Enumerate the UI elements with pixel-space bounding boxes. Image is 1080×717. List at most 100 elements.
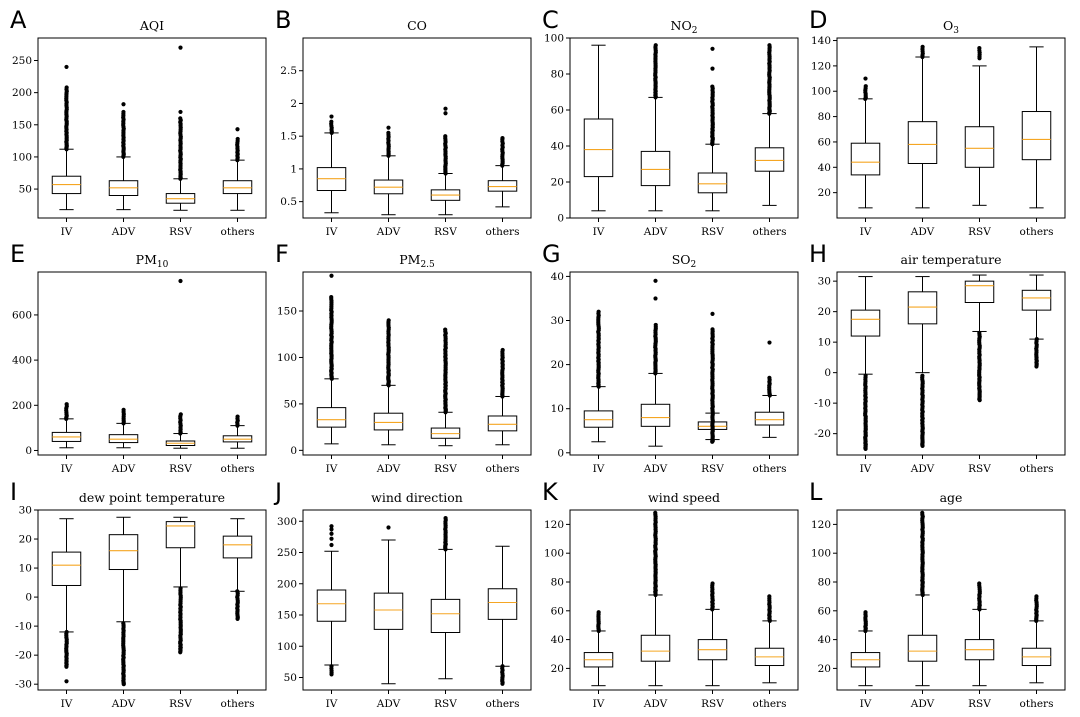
y-tick-label: 300 (277, 516, 297, 528)
outlier-point (443, 134, 448, 139)
y-tick-label: 40 (818, 162, 831, 174)
box-others: others (753, 340, 786, 475)
box-iv: IV (583, 610, 614, 710)
panel-title-main: NO (671, 18, 692, 33)
y-tick-label: 40 (818, 634, 831, 646)
panel-letter: C (542, 6, 559, 34)
x-tick-label: IV (593, 698, 605, 710)
y-tick-label: 200 (12, 87, 32, 99)
x-tick-label: ADV (910, 226, 935, 238)
x-tick-label: RSV (968, 463, 991, 475)
panel-f: F PM2.5 0 50 100 150 IV ADV RSV others (275, 240, 532, 475)
plot-frame (836, 509, 1066, 691)
box-rsv: RSV (697, 311, 728, 475)
outlier-point (863, 84, 868, 89)
iqr-box (316, 589, 347, 622)
x-tick-label: others (486, 698, 520, 710)
outlier-point (64, 64, 69, 70)
box-rsv: RSV (430, 106, 461, 238)
y-tick-label: 40 (551, 634, 564, 646)
y-tick-label: 140 (811, 35, 831, 47)
outlier-point (121, 109, 126, 115)
outlier-point (767, 340, 772, 345)
box-rsv: RSV (964, 581, 995, 710)
y-tick-label: 0 (557, 447, 564, 459)
iqr-box (583, 410, 614, 428)
iqr-box (51, 551, 82, 586)
iqr-box (754, 411, 785, 426)
iqr-box (108, 434, 139, 444)
iqr-box (640, 150, 671, 187)
x-tick-label: ADV (376, 698, 401, 710)
y-tick-label: 600 (12, 309, 32, 321)
outlier-point (64, 629, 69, 635)
outlier-point (443, 327, 448, 332)
iqr-box (754, 147, 785, 172)
y-tick-label: 30 (818, 276, 831, 288)
y-tick-label: 100 (811, 86, 831, 98)
y-tick-label: 250 (12, 55, 32, 67)
panel-title-subscript: 2 (692, 26, 698, 36)
panel-letter: A (10, 6, 27, 34)
y-tick-label: 0 (25, 445, 32, 457)
box-adv: ADV (907, 510, 938, 710)
y-tick-label: 20 (551, 177, 564, 189)
iqr-box (373, 592, 404, 630)
panel-title: CO (407, 18, 427, 33)
outlier-point (500, 347, 505, 353)
box-rsv: RSV (964, 46, 995, 238)
y-tick-label: 0 (557, 213, 564, 225)
iqr-box (907, 121, 938, 164)
x-tick-label: others (221, 463, 255, 475)
outlier-point (710, 327, 715, 332)
plot-frame (302, 37, 532, 219)
box-rsv: RSV (697, 46, 728, 238)
outlier-point (767, 375, 772, 380)
x-tick-label: IV (860, 226, 872, 238)
outlier-point (64, 85, 69, 90)
plot-frame (569, 271, 799, 456)
box-rsv: RSV (964, 274, 995, 475)
x-tick-label: ADV (111, 226, 136, 238)
box-adv: ADV (640, 43, 671, 238)
outlier-point (920, 44, 925, 49)
outlier-point (767, 43, 772, 48)
outlier-point (329, 273, 334, 278)
iqr-box (487, 588, 518, 620)
y-tick-label: 60 (551, 105, 564, 117)
box-others: others (753, 43, 786, 238)
y-tick-label: 80 (818, 111, 831, 123)
panel-title: air temperature (901, 252, 1002, 267)
panel-letter: D (809, 6, 827, 34)
y-tick-label: 120 (811, 519, 831, 531)
y-tick-label: -20 (814, 428, 831, 440)
y-tick-label: 150 (277, 610, 297, 622)
outlier-point (329, 664, 334, 669)
box-adv: ADV (108, 516, 139, 710)
plot-frame (836, 271, 1066, 456)
outlier-point (235, 136, 240, 142)
x-tick-label: IV (326, 698, 338, 710)
y-tick-label: 80 (551, 577, 564, 589)
x-tick-label: ADV (376, 226, 401, 238)
y-tick-label: 100 (277, 641, 297, 653)
box-adv: ADV (108, 102, 139, 238)
panel-title: age (940, 490, 963, 505)
outlier-point (653, 278, 658, 283)
box-adv: ADV (373, 125, 404, 238)
iqr-box (222, 535, 253, 559)
outlier-point (329, 527, 334, 532)
box-others: others (221, 518, 254, 710)
box-adv: ADV (907, 44, 938, 238)
panel-d: D O3 20 40 60 80 100 120 140 IV ADV RSV others (809, 6, 1066, 238)
panel-letter: E (10, 240, 25, 268)
box-iv: IV (316, 524, 347, 710)
outlier-point (178, 116, 183, 121)
box-rsv: RSV (165, 45, 196, 238)
y-tick-label: 100 (811, 548, 831, 560)
outlier-point (710, 84, 715, 89)
x-tick-label: IV (593, 226, 605, 238)
outlier-point (920, 510, 925, 515)
outlier-point (329, 294, 334, 300)
